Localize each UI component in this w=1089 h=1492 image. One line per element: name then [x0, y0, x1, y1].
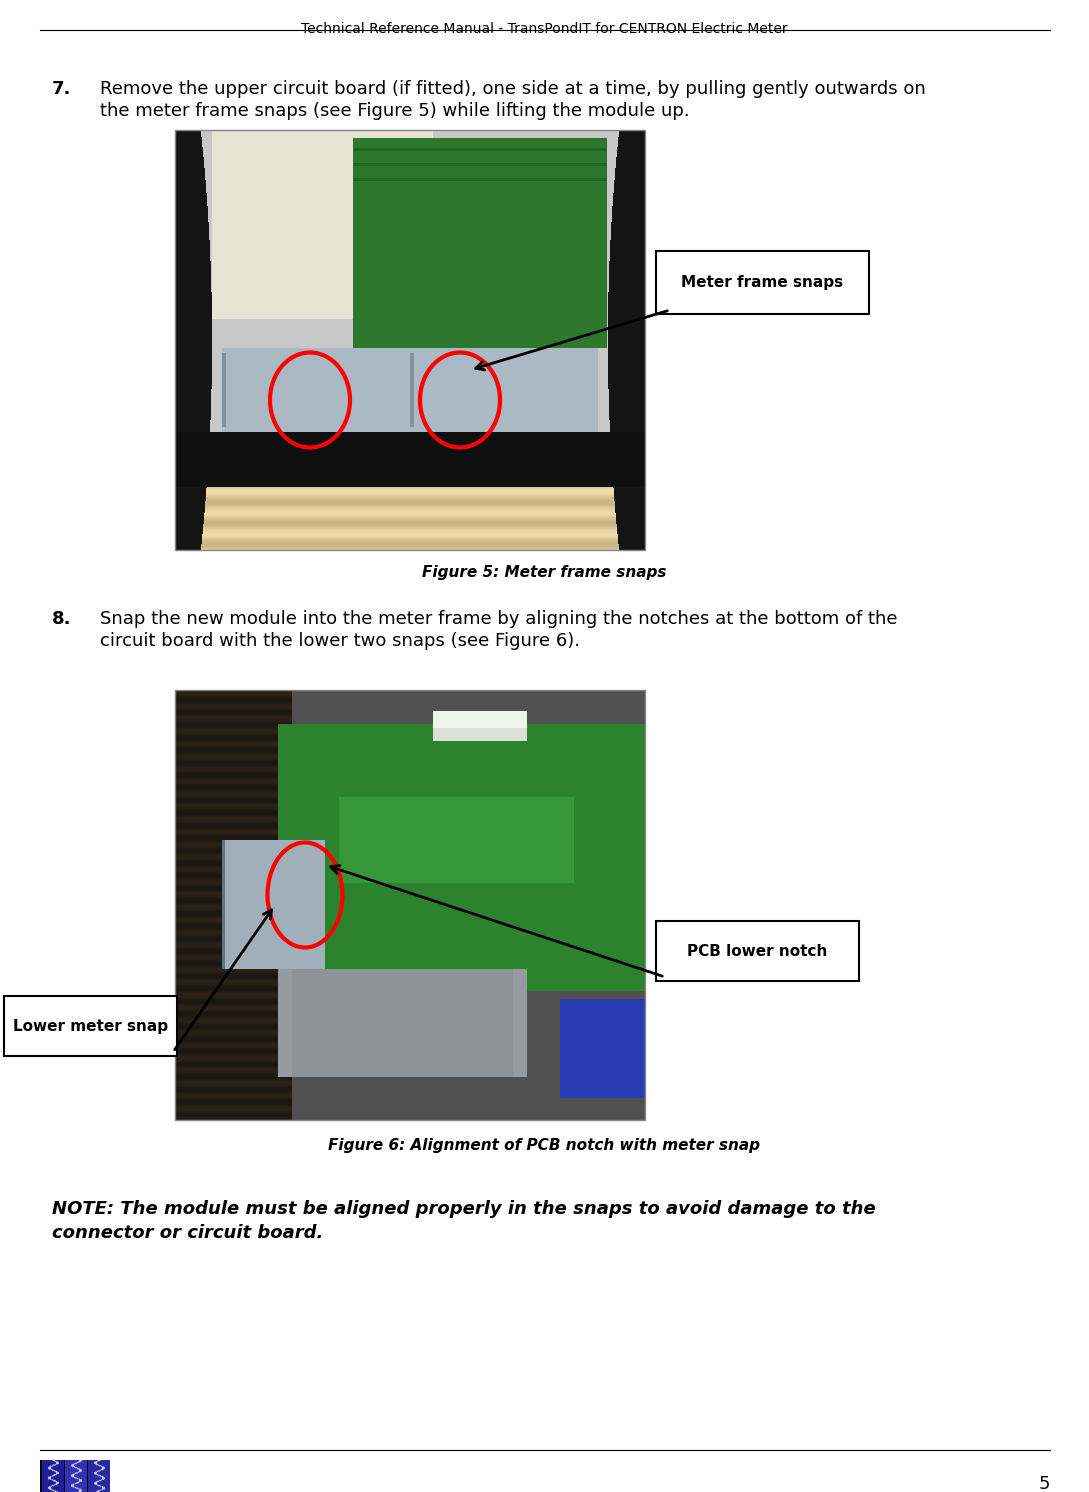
Text: Figure 5: Meter frame snaps: Figure 5: Meter frame snaps	[421, 565, 666, 580]
Text: the meter frame snaps (see Figure 5) while lifting the module up.: the meter frame snaps (see Figure 5) whi…	[100, 101, 689, 119]
Text: PCB lower notch: PCB lower notch	[687, 943, 828, 958]
Text: Meter frame snaps: Meter frame snaps	[682, 275, 844, 289]
Text: 8.: 8.	[52, 610, 72, 628]
Text: 7.: 7.	[52, 81, 72, 98]
Text: Snap the new module into the meter frame by aligning the notches at the bottom o: Snap the new module into the meter frame…	[100, 610, 897, 628]
Text: Remove the upper circuit board (if fitted), one side at a time, by pulling gentl: Remove the upper circuit board (if fitte…	[100, 81, 926, 98]
Text: Technical Reference Manual - TransPondIT for CENTRON Electric Meter: Technical Reference Manual - TransPondIT…	[301, 22, 787, 36]
Text: Figure 6: Alignment of PCB notch with meter snap: Figure 6: Alignment of PCB notch with me…	[328, 1138, 760, 1153]
Text: circuit board with the lower two snaps (see Figure 6).: circuit board with the lower two snaps (…	[100, 633, 580, 651]
FancyBboxPatch shape	[656, 921, 859, 982]
FancyBboxPatch shape	[4, 997, 178, 1056]
Text: NOTE: The module must be aligned properly in the snaps to avoid damage to the: NOTE: The module must be aligned properl…	[52, 1200, 876, 1217]
Text: 5: 5	[1039, 1476, 1050, 1492]
Text: Lower meter snap: Lower meter snap	[13, 1019, 168, 1034]
FancyBboxPatch shape	[656, 251, 869, 313]
Text: connector or circuit board.: connector or circuit board.	[52, 1223, 323, 1241]
